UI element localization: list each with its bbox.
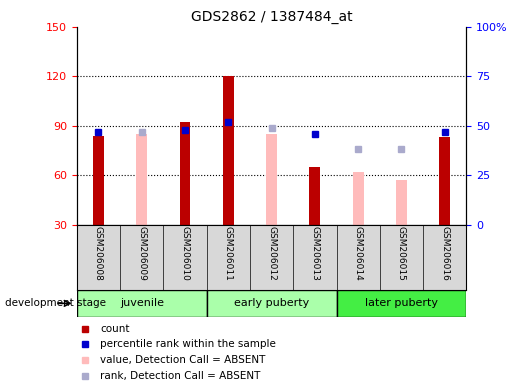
Text: juvenile: juvenile — [120, 298, 164, 308]
Text: GSM206010: GSM206010 — [181, 226, 190, 281]
Text: percentile rank within the sample: percentile rank within the sample — [100, 339, 276, 349]
Bar — [439, 137, 450, 225]
Bar — [310, 167, 320, 225]
Text: GSM206014: GSM206014 — [354, 226, 363, 281]
Text: GSM206016: GSM206016 — [440, 226, 449, 281]
Text: GSM206008: GSM206008 — [94, 226, 103, 281]
Bar — [180, 122, 190, 225]
Text: GSM206011: GSM206011 — [224, 226, 233, 281]
Bar — [136, 134, 147, 225]
Text: early puberty: early puberty — [234, 298, 309, 308]
Bar — [266, 134, 277, 225]
Text: GSM206013: GSM206013 — [311, 226, 320, 281]
Bar — [207, 290, 337, 317]
Text: development stage: development stage — [5, 298, 107, 308]
Text: GSM206012: GSM206012 — [267, 226, 276, 281]
Title: GDS2862 / 1387484_at: GDS2862 / 1387484_at — [191, 10, 352, 25]
Text: value, Detection Call = ABSENT: value, Detection Call = ABSENT — [100, 355, 266, 365]
Text: GSM206015: GSM206015 — [397, 226, 406, 281]
Bar — [77, 290, 207, 317]
Text: count: count — [100, 324, 130, 334]
Bar — [223, 76, 234, 225]
Bar — [93, 136, 104, 225]
Text: rank, Detection Call = ABSENT: rank, Detection Call = ABSENT — [100, 371, 261, 381]
Text: GSM206009: GSM206009 — [137, 226, 146, 281]
Bar — [337, 290, 466, 317]
Text: later puberty: later puberty — [365, 298, 438, 308]
Bar — [396, 180, 407, 225]
Bar — [353, 172, 364, 225]
